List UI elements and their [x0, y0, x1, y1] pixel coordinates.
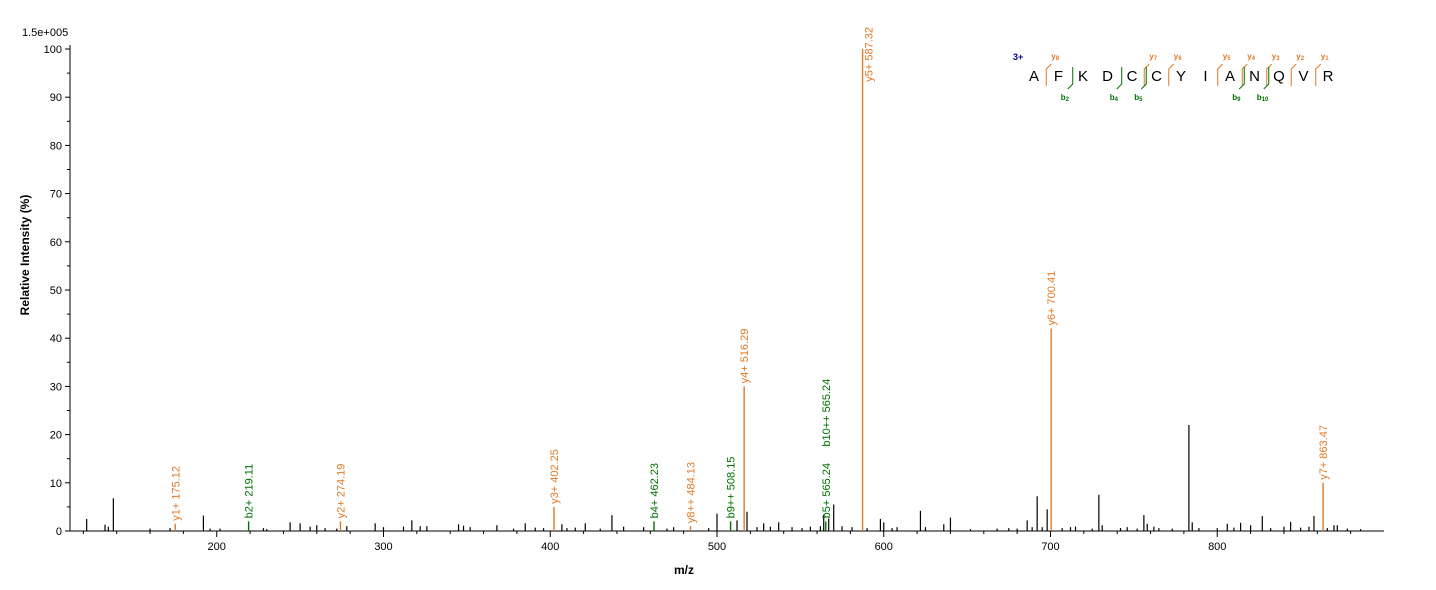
x-tick-label: 700 [1041, 541, 1059, 553]
y-ion-index: 1 [1325, 56, 1329, 62]
y-ion-index: 3 [1276, 56, 1280, 62]
y-ion-marker: y6 [1174, 52, 1182, 62]
y-ion-bracket [1266, 63, 1273, 86]
peak-label: y8++ 484.13 [686, 462, 698, 523]
sequence-residue: D [1102, 68, 1113, 85]
y-ion-bracket [1217, 63, 1224, 86]
y-ion-index: 4 [1252, 56, 1256, 62]
peak-label: y6+ 700.41 [1046, 271, 1058, 326]
sequence-residue: C [1127, 68, 1138, 85]
peak-label: y3+ 402.25 [549, 449, 561, 504]
b-ion-bracket [1238, 67, 1245, 90]
b-ion-marker: b4 [1110, 93, 1119, 103]
sequence-residue: C [1151, 68, 1162, 85]
peak-label: y2+ 274.19 [335, 464, 347, 519]
y-tick-label: 50 [50, 285, 62, 297]
peak-label: y1+ 175.12 [170, 466, 182, 521]
y-ion-marker: y8 [1051, 52, 1059, 62]
y-ion-index: 8 [1056, 56, 1060, 62]
peak-label: y4+ 516.29 [739, 329, 751, 384]
y-tick-label: 80 [50, 140, 62, 152]
y-ion-bracket [1241, 63, 1248, 86]
sequence-residue: Y [1176, 68, 1186, 85]
sequence-residue: A [1029, 68, 1039, 85]
peak-label: y7+ 863.47 [1318, 425, 1330, 480]
b-ion-bracket [1140, 67, 1147, 90]
peaks [86, 49, 1362, 531]
peak-label: y5+ 587.32 [864, 27, 876, 82]
y-ion-marker: y1 [1321, 52, 1329, 62]
b-ion-index: 5 [1139, 97, 1143, 103]
y-ion-marker: y3 [1272, 52, 1280, 62]
b-ion-index: 4 [1115, 97, 1119, 103]
b-ion-marker: b9 [1232, 93, 1241, 103]
y-ion-marker: y5 [1223, 52, 1231, 62]
y-tick-label: 10 [50, 478, 62, 490]
peak-label: b2+ 219.11 [244, 464, 256, 519]
intensity-scale-label: 1.5e+005 [22, 27, 68, 39]
y-tick-label: 60 [50, 237, 62, 249]
peak-label: b5+ 565.24 [821, 463, 833, 518]
b-ion-index: 2 [1066, 97, 1070, 103]
b-ion-index: 9 [1237, 97, 1241, 103]
b-ion-marker: b2 [1061, 93, 1070, 103]
sequence-residue: R [1323, 68, 1334, 85]
y-ion-index: 2 [1301, 56, 1305, 62]
sequence-residue: I [1203, 68, 1207, 85]
y-ion-bracket [1290, 63, 1297, 86]
y-tick-label: 90 [50, 92, 62, 104]
y-ion-bracket [1045, 63, 1052, 86]
b-ion-bracket [1067, 67, 1074, 90]
b-ion-bracket [1263, 67, 1270, 90]
x-tick-label: 800 [1208, 541, 1226, 553]
y-ion-bracket [1315, 63, 1322, 86]
y-ion-bracket [1143, 63, 1150, 86]
sequence-residue: A [1225, 68, 1235, 85]
b-ion-marker: b10 [1257, 93, 1269, 103]
y-ion-index: 5 [1227, 56, 1231, 62]
b-ion-bracket [1116, 67, 1123, 90]
peak-label: b4+ 462.23 [649, 463, 661, 518]
charge-state: 3+ [1013, 52, 1023, 62]
b-ion-marker: b5 [1134, 93, 1143, 103]
sequence-residue: V [1298, 68, 1308, 85]
peak-labels: y1+ 175.12 b2+ 219.11 y2+ 274.19 y3+ 402.25… [170, 27, 1330, 523]
sequence-residue: N [1249, 68, 1260, 85]
y-ion-marker: y4 [1247, 52, 1255, 62]
y-ion-marker: y2 [1296, 52, 1304, 62]
y-tick-label: 100 [44, 44, 62, 56]
y-tick-label: 20 [50, 430, 62, 442]
y-ion-bracket [1168, 63, 1175, 86]
x-axis-title: m/z [674, 563, 694, 577]
x-tick-label: 500 [708, 541, 726, 553]
y-ion-marker: y7 [1149, 52, 1157, 62]
y-axis-title: Relative Intensity (%) [18, 195, 32, 316]
peak-label: b9++ 508.15 [726, 457, 738, 519]
y-ion-index: 6 [1178, 56, 1182, 62]
y-tick-label: 40 [50, 333, 62, 345]
x-tick-label: 400 [541, 541, 559, 553]
y-tick-label: 70 [50, 189, 62, 201]
y-tick-label: 30 [50, 381, 62, 393]
y-ion-index: 7 [1154, 56, 1158, 62]
sequence-residue: K [1078, 68, 1088, 85]
b-ion-index: 10 [1262, 97, 1269, 103]
sequence-residue: Q [1273, 68, 1285, 85]
x-tick-label: 600 [875, 541, 893, 553]
sequence-residue: F [1054, 68, 1063, 85]
axes: 0 10 20 30 40 50 60 70 80 90 100 200 300 400 500 600 700… [44, 44, 1384, 553]
peak-label: b10++ 565.24 [821, 379, 833, 447]
y-tick-label: 0 [56, 526, 62, 538]
x-tick-label: 300 [374, 541, 392, 553]
x-tick-label: 200 [208, 541, 226, 553]
